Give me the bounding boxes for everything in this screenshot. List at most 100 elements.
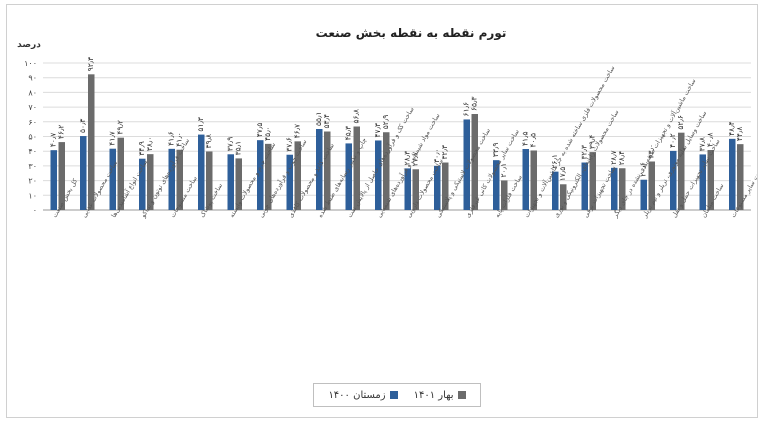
bar-series-1 <box>375 140 382 210</box>
bar-series-1 <box>552 171 559 210</box>
data-label-series-2: ۴۴٫۸ <box>735 127 744 142</box>
bar-series-1 <box>198 134 205 210</box>
data-label-series-1: ۴۷٫۳ <box>373 123 382 138</box>
data-label-series-2: ۴۱٫۰ <box>175 132 184 147</box>
bar-series-1 <box>404 168 411 210</box>
data-label-series-1: ۳۷٫۹ <box>226 137 235 152</box>
data-label-series-2: ۳۹٫۸ <box>204 134 213 149</box>
data-label-series-2: ۲۰٫۱ <box>499 163 508 178</box>
bar-series-1 <box>139 158 146 210</box>
data-label-series-1: ۲۶٫۱ <box>550 154 559 169</box>
bar-series-2 <box>117 137 124 210</box>
y-tick-label: ۶۰ <box>28 118 37 127</box>
bar-series-1 <box>286 154 293 210</box>
bar-series-1 <box>434 165 441 210</box>
data-label-series-2: ۴۰٫۸ <box>706 132 715 147</box>
data-label-series-1: ۵۵٫۱ <box>314 111 323 126</box>
bar-series-1 <box>699 154 706 210</box>
y-tick-label: ۴۰ <box>28 147 37 156</box>
data-label-series-2: ۳۵٫۱ <box>234 141 243 156</box>
legend-item-series-1: زمستان ۱۴۰۰ <box>328 389 398 401</box>
bar-series-1 <box>316 129 323 210</box>
data-label-series-2: ۳۳٫۰ <box>647 144 656 159</box>
bar-series-1 <box>109 148 116 210</box>
legend-swatch-series-2 <box>457 391 466 399</box>
bar-series-1 <box>670 150 677 210</box>
bar-series-2 <box>589 152 596 210</box>
data-label-series-1: ۵۱٫۳ <box>196 117 205 132</box>
data-label-series-2: ۲۷٫۷ <box>411 152 420 167</box>
data-label-series-1: ۲۸٫۷ <box>609 150 618 165</box>
chart-title: تورم نقطه به نقطه بخش صنعت <box>316 26 507 41</box>
y-tick-label: ۰ <box>33 206 37 215</box>
bar-series-1 <box>611 167 618 210</box>
data-label-series-2: ۳۲٫۳ <box>440 145 449 160</box>
data-label-series-2: ۴۶٫۲ <box>57 125 66 140</box>
bar-series-1 <box>493 160 500 210</box>
y-tick-label: ۷۰ <box>28 103 37 112</box>
bar-series-2 <box>619 168 626 210</box>
bar-series-1 <box>50 150 57 210</box>
data-label-series-2: ۵۲٫۹ <box>381 115 390 130</box>
data-label-series-1: ۴۱٫۶ <box>167 131 176 146</box>
data-label-series-2: ۹۲٫۳ <box>86 57 95 72</box>
bar-series-2 <box>265 143 272 210</box>
y-tick-label: ۸۰ <box>28 88 37 97</box>
bar-series-2 <box>235 158 242 210</box>
data-label-series-1: ۵۰٫۳ <box>78 119 87 134</box>
data-label-series-2: ۶۵٫۳ <box>470 96 479 111</box>
data-label-series-1: ۴۰٫۷ <box>49 133 58 148</box>
y-tick-label: ۹۰ <box>28 74 37 83</box>
data-label-series-1: ۳۰٫۰ <box>432 148 441 163</box>
bar-series-2 <box>176 149 183 210</box>
data-label-series-2: ۴۰٫۵ <box>529 133 538 148</box>
bar-series-2 <box>442 162 449 210</box>
data-label-series-2: ۳۹٫۴ <box>588 135 597 150</box>
legend-label-series-1: زمستان ۱۴۰۰ <box>328 389 386 401</box>
y-tick-label: ۳۰ <box>28 162 37 171</box>
bar-series-2 <box>294 141 301 210</box>
y-tick-label: ۵۰ <box>28 133 37 142</box>
bar-series-2 <box>737 144 744 210</box>
bar-series-2 <box>471 114 478 210</box>
legend-swatch-series-1 <box>389 391 398 399</box>
bar-series-2 <box>678 132 685 210</box>
bar-series-1 <box>522 148 529 210</box>
bar-series-2 <box>353 126 360 210</box>
bar-series-2 <box>383 132 390 210</box>
bar-series-2 <box>707 150 714 210</box>
data-label-series-2: ۳۸٫۰ <box>145 137 154 152</box>
bar-series-2 <box>501 180 508 210</box>
bar-series-1 <box>345 143 352 210</box>
y-tick-label: ۲۰ <box>28 177 37 186</box>
gridlines <box>43 62 751 211</box>
bar-series-2 <box>412 169 419 210</box>
data-label-series-2: ۴۵٫۰ <box>263 126 272 141</box>
y-axis-label: درصد <box>17 40 41 50</box>
data-label-series-1: ۳۷٫۸ <box>698 137 707 152</box>
data-label-series-1: ۴۷٫۵ <box>255 123 264 138</box>
bar-series-2 <box>530 150 537 210</box>
data-label-series-1: ۳۴٫۹ <box>137 141 146 156</box>
data-label-series-1: ۴۵٫۳ <box>344 126 353 141</box>
bar-chart: تورم نقطه به نقطه بخش صنعت درصد ۰ ۱۰ ۲۰ ۳۰ ۴… <box>17 26 765 220</box>
bar-series-2 <box>560 184 567 210</box>
value-labels: ۴۰٫۷۴۶٫۲ ۵۰٫۳ ۹۲٫۳ ۴۱٫۷۴۹٫۲ ۳۴٫۹ ۳۸٫۰ ۴۱٫۶ ۴۱٫۰… <box>49 57 745 181</box>
data-label-series-2: ۵۶٫۸ <box>352 109 361 124</box>
data-label-series-1: ۲۰٫۶ <box>639 162 648 177</box>
data-label-series-1: ۴۱٫۷ <box>108 131 117 146</box>
data-label-series-1: ۴۱٫۵ <box>521 131 530 146</box>
chart-frame: تورم نقطه به نقطه بخش صنعت درصد ۰ ۱۰ ۲۰ ۳۰ ۴… <box>6 4 765 418</box>
legend: بهار ۱۴۰۱ زمستان ۱۴۰۰ <box>313 383 481 407</box>
bar-series-2 <box>324 131 331 210</box>
data-label-series-2: ۵۳٫۴ <box>322 114 331 129</box>
data-label-series-1: ۳۷٫۶ <box>285 137 294 152</box>
bars <box>50 74 744 210</box>
data-label-series-1: ۴۰٫۲ <box>668 133 677 148</box>
y-tick-label: ۱۰۰ <box>24 59 37 68</box>
data-label-series-2: ۲۸٫۴ <box>617 151 626 166</box>
bar-series-1 <box>581 162 588 210</box>
bar-series-2 <box>206 151 213 210</box>
bar-series-2 <box>58 142 65 210</box>
